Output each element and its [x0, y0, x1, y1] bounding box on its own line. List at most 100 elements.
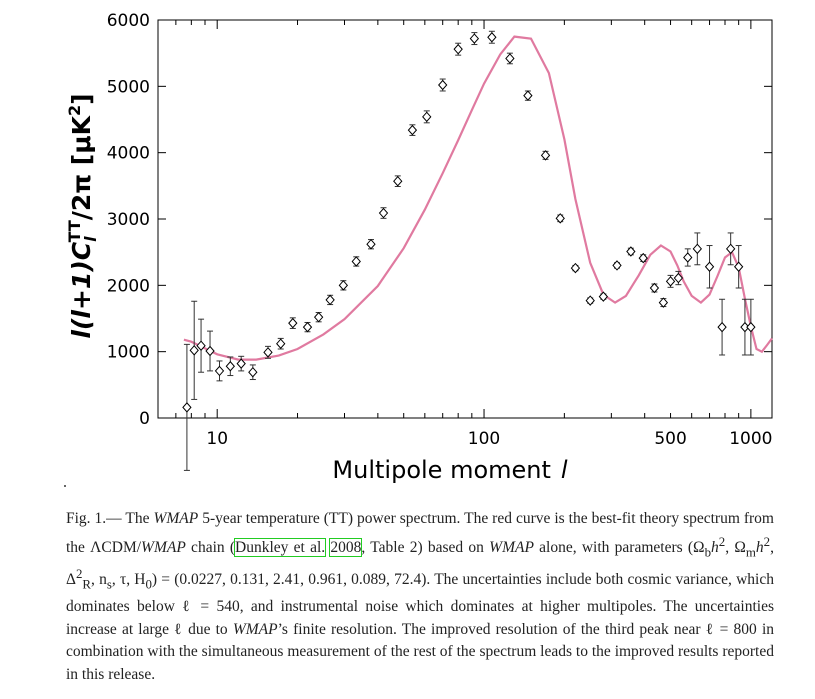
citation-link-year[interactable]: 2008 [329, 537, 363, 557]
y-tick-label: 4000 [107, 144, 150, 164]
caption-wmap: WMAP [489, 538, 534, 556]
svg-text:l(l+1)ClTT/2π [μK2]: l(l+1)ClTT/2π [μK2] [65, 93, 100, 338]
data-point-marker [453, 43, 463, 55]
data-point-marker [302, 321, 313, 333]
caption-text-e: alone, with parameters (Ω [533, 538, 705, 556]
y-tick-label: 2000 [107, 276, 150, 296]
data-point-marker [692, 243, 702, 255]
y-tick-label: 0 [139, 409, 150, 429]
data-point-marker [704, 261, 715, 273]
y-tick-label: 1000 [107, 343, 150, 363]
data-point-marker [236, 358, 246, 369]
caption-wmap: WMAP [232, 620, 278, 638]
data-point-marker [626, 246, 636, 257]
data-point-marker [555, 213, 565, 224]
data-point-marker [523, 90, 533, 101]
data-point-marker [205, 345, 215, 357]
y-tick-label: 6000 [107, 11, 150, 31]
y-axis-title-close: ] [67, 93, 96, 104]
data-point-marker [658, 297, 669, 308]
data-point-marker [585, 295, 595, 306]
figure-caption: Fig. 1.— The WMAP 5-year temperature (TT… [66, 508, 774, 686]
caption-sup: 2 [75, 566, 83, 582]
caption-text-g: , Δ [66, 538, 774, 589]
data-point-marker [225, 361, 235, 372]
caption-sub: 0 [145, 576, 152, 592]
data-point-marker [196, 340, 206, 351]
caption-math: h [711, 538, 719, 556]
data-point-marker [182, 402, 192, 413]
caption-text-a: — The [106, 510, 154, 527]
y-axis-title-tail: /2π [μK [67, 114, 96, 220]
caption-text-h: , n [91, 571, 107, 589]
caption-math: h [755, 538, 764, 556]
y-axis-title: l(l+1)ClTT/2π [μK2] [65, 93, 100, 338]
caption-text: Fig. 1.— The WMAP 5-year temperature (TT… [66, 508, 774, 686]
data-point-marker [733, 261, 744, 273]
data-point-marker [725, 243, 736, 255]
y-axis-title-sup: TT [65, 220, 84, 242]
data-point-marker [263, 347, 273, 358]
caption-fig-label: Fig. 1. [66, 510, 107, 527]
data-point-marker [570, 262, 581, 274]
data-point-marker [673, 272, 684, 284]
data-point-marker [313, 311, 324, 323]
data-point-marker [717, 321, 727, 333]
power-spectrum-chart: 0 1000 2000 3000 4000 5000 6000 10 100 500 1000 l(… [65, 11, 773, 484]
x-axis-title-text: Multipole moment [332, 456, 550, 484]
data-point-marker [683, 252, 693, 263]
caption-text-d: , Table 2) based on [361, 538, 490, 556]
data-point-marker [351, 256, 361, 267]
x-axis-title: Multipole moment l [332, 456, 567, 484]
caption-text-i: , τ, H [111, 571, 146, 589]
data-point-marker [598, 291, 609, 302]
plot-frame [157, 19, 773, 419]
data-point-marker [366, 238, 376, 250]
citation-link-author[interactable]: Dunkley et al. [234, 537, 327, 557]
x-tick-label: 100 [468, 429, 500, 449]
caption-sub: s [106, 576, 112, 592]
data-point-marker [540, 150, 551, 161]
y-tick-label: 3000 [107, 210, 150, 230]
data-point-marker [393, 175, 403, 187]
data-point-marker [665, 276, 676, 287]
x-tick-label: 10 [206, 429, 228, 449]
data-point-marker [746, 321, 756, 333]
data-point-marker [638, 252, 648, 264]
caption-sup: 2 [763, 533, 771, 549]
data-point-marker [288, 317, 298, 329]
y-tick-label: 5000 [107, 77, 150, 97]
caption-wmap: WMAP [141, 538, 186, 556]
data-point-marker [276, 338, 286, 349]
x-axis-title-symbol: l [561, 456, 568, 484]
best-fit-curve [183, 35, 773, 361]
data-point-marker [612, 260, 622, 271]
data-point-marker [438, 79, 448, 91]
data-point-marker [325, 294, 335, 306]
caption-sub: R [82, 576, 92, 592]
caption-text-j: ) = (0.0227, 0.131, 2.41, 0.961, 0.089, … [66, 571, 774, 638]
x-tick-label: 1000 [729, 429, 772, 449]
caption-sup: 2 [718, 533, 726, 549]
data-point-marker [422, 111, 432, 123]
caption-text-b: 5-year temperature (TT) power spectrum. … [66, 510, 774, 556]
caption-sub: m [745, 543, 756, 559]
data-point-marker [487, 31, 497, 43]
plot-area: 0 1000 2000 3000 4000 5000 6000 10 100 500 1000 [107, 11, 773, 471]
caption-text-c: chain ( [185, 538, 236, 556]
data-point-marker [649, 282, 660, 294]
y-axis-title-tail-sup: 2 [65, 105, 84, 116]
data-point-marker [407, 124, 418, 136]
data-point-marker [505, 53, 515, 64]
caption-text-f: , Ω [725, 538, 746, 556]
data-point-marker [248, 366, 258, 378]
data-point-marker [378, 207, 389, 219]
stray-dot [64, 485, 66, 487]
y-axis-title-sub: l [81, 236, 100, 242]
data-point-marker [338, 280, 349, 291]
caption-wmap: WMAP [153, 510, 199, 527]
data-point-marker [469, 33, 480, 44]
data-point-marker [214, 365, 225, 377]
data-point-marker [189, 345, 199, 356]
x-tick-label: 500 [654, 429, 686, 449]
